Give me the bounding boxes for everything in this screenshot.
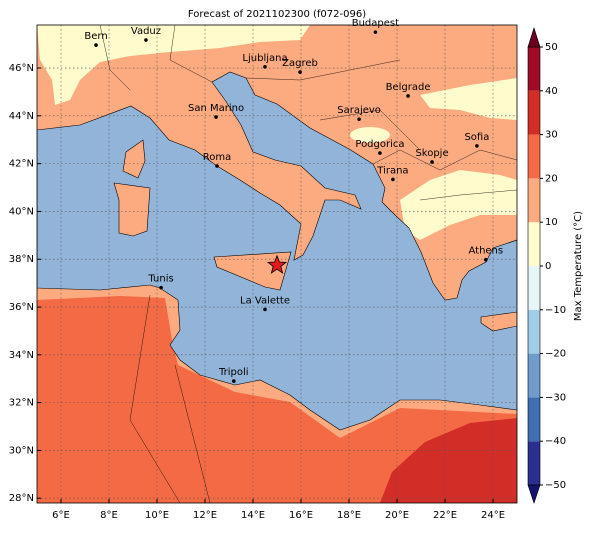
city-dot xyxy=(484,257,488,262)
colorbar-bin xyxy=(528,309,540,354)
cool-area xyxy=(400,170,517,240)
city-label: Tirana xyxy=(376,165,408,176)
y-tick-label: 46°N xyxy=(9,63,34,74)
city-label: Athens xyxy=(468,246,503,257)
border xyxy=(99,25,517,503)
y-tick-label: 38°N xyxy=(9,254,34,265)
warm-area xyxy=(37,296,517,503)
colorbar: −50 −40 −30 −20 −10 0 10 20 30 40 50 xyxy=(527,27,566,504)
colorbar-bin xyxy=(528,178,540,223)
city-label: Skopje xyxy=(415,148,448,159)
colorbar-label: Max Temperature (°C) xyxy=(573,211,584,321)
star-marker xyxy=(266,254,288,274)
city-label: Vaduz xyxy=(131,26,161,37)
y-tick-label: 32°N xyxy=(9,398,34,409)
colorbar-tick-label: 10 xyxy=(545,217,558,228)
colorbar-tick-label: 0 xyxy=(545,261,551,272)
cool-area xyxy=(350,127,390,143)
map xyxy=(37,25,517,503)
hot-area xyxy=(380,418,517,503)
y-tick-label: 44°N xyxy=(9,111,34,122)
city-dot xyxy=(430,160,434,164)
chart-title: Forecast of 2021102300 (f072-096) xyxy=(188,9,366,20)
x-tick-label: 20°E xyxy=(385,510,409,521)
city-label: La Valette xyxy=(240,295,290,306)
x-tick-label: 24°E xyxy=(481,510,505,521)
city-dot xyxy=(159,285,163,290)
city-dot xyxy=(475,144,479,148)
colorbar-tick-label: 20 xyxy=(545,173,558,184)
colorbar-under xyxy=(527,484,541,504)
colorbar-bin xyxy=(528,441,540,485)
colorbar-bin xyxy=(528,47,540,91)
map-frame xyxy=(36,24,518,504)
city-dot xyxy=(214,115,218,119)
city-label: Ljubljana xyxy=(242,53,287,64)
y-tick-label: 28°N xyxy=(9,493,34,504)
colorbar-bin xyxy=(528,222,540,266)
city-dot xyxy=(215,164,219,168)
cool-area xyxy=(37,25,310,105)
colorbar-bin xyxy=(528,134,540,179)
city-dot xyxy=(94,43,98,47)
city-label: Podgorica xyxy=(355,139,404,150)
colorbar-tick-label: −20 xyxy=(545,349,566,360)
colorbar-tick-label: 30 xyxy=(545,130,558,141)
city-dot xyxy=(373,30,378,34)
colorbar-tick-label: 40 xyxy=(545,86,558,97)
y-tick-label: 34°N xyxy=(9,350,34,361)
y-tick-label: 30°N xyxy=(9,445,34,456)
island xyxy=(480,311,517,332)
colorbar-bin xyxy=(528,397,540,442)
city-label: Belgrade xyxy=(386,82,431,93)
city-dot xyxy=(232,379,236,383)
city-dot xyxy=(144,38,148,42)
x-tick-label: 18°E xyxy=(337,510,361,521)
colorbar-tick-label: −40 xyxy=(545,436,566,447)
colorbar-tick-label: −50 xyxy=(545,480,566,491)
colorbar-bin xyxy=(528,266,540,310)
city-dot xyxy=(263,65,267,69)
colorbar-bin xyxy=(528,353,540,398)
city-dot xyxy=(263,307,267,312)
city-label: Budapest xyxy=(352,18,399,29)
city-dot xyxy=(357,117,361,121)
city-dot xyxy=(406,94,410,98)
y-tick-label: 42°N xyxy=(9,159,34,170)
x-tick-label: 22°E xyxy=(433,510,457,521)
island xyxy=(113,182,151,237)
y-tick-label: 36°N xyxy=(9,302,34,313)
y-tick-label: 40°N xyxy=(9,206,34,217)
x-tick-label: 10°E xyxy=(145,510,169,521)
x-tick-label: 8°E xyxy=(100,510,118,521)
city-label: Sarajevo xyxy=(337,105,381,116)
colorbar-over xyxy=(527,27,541,48)
x-tick-label: 12°E xyxy=(193,510,217,521)
city-label: Tunis xyxy=(147,274,173,285)
city-label: Bern xyxy=(84,31,107,42)
city-dot xyxy=(378,151,382,155)
colorbar-tick-label: −30 xyxy=(545,392,566,403)
city-label: Sofia xyxy=(464,132,489,143)
city-dot xyxy=(298,70,302,74)
city-label: Tripoli xyxy=(218,367,249,378)
x-tick-label: 14°E xyxy=(241,510,265,521)
city-label: Zagreb xyxy=(282,58,318,69)
island xyxy=(213,251,292,291)
city-label: San Marino xyxy=(188,103,244,114)
island xyxy=(122,139,146,179)
city-label: Roma xyxy=(203,152,232,163)
x-tick-label: 16°E xyxy=(289,510,313,521)
colorbar-bin xyxy=(528,90,540,135)
city-dot xyxy=(391,177,395,182)
x-tick-label: 6°E xyxy=(52,510,70,521)
colorbar-tick-label: 50 xyxy=(545,42,558,53)
colorbar-tick-label: −10 xyxy=(545,305,566,316)
